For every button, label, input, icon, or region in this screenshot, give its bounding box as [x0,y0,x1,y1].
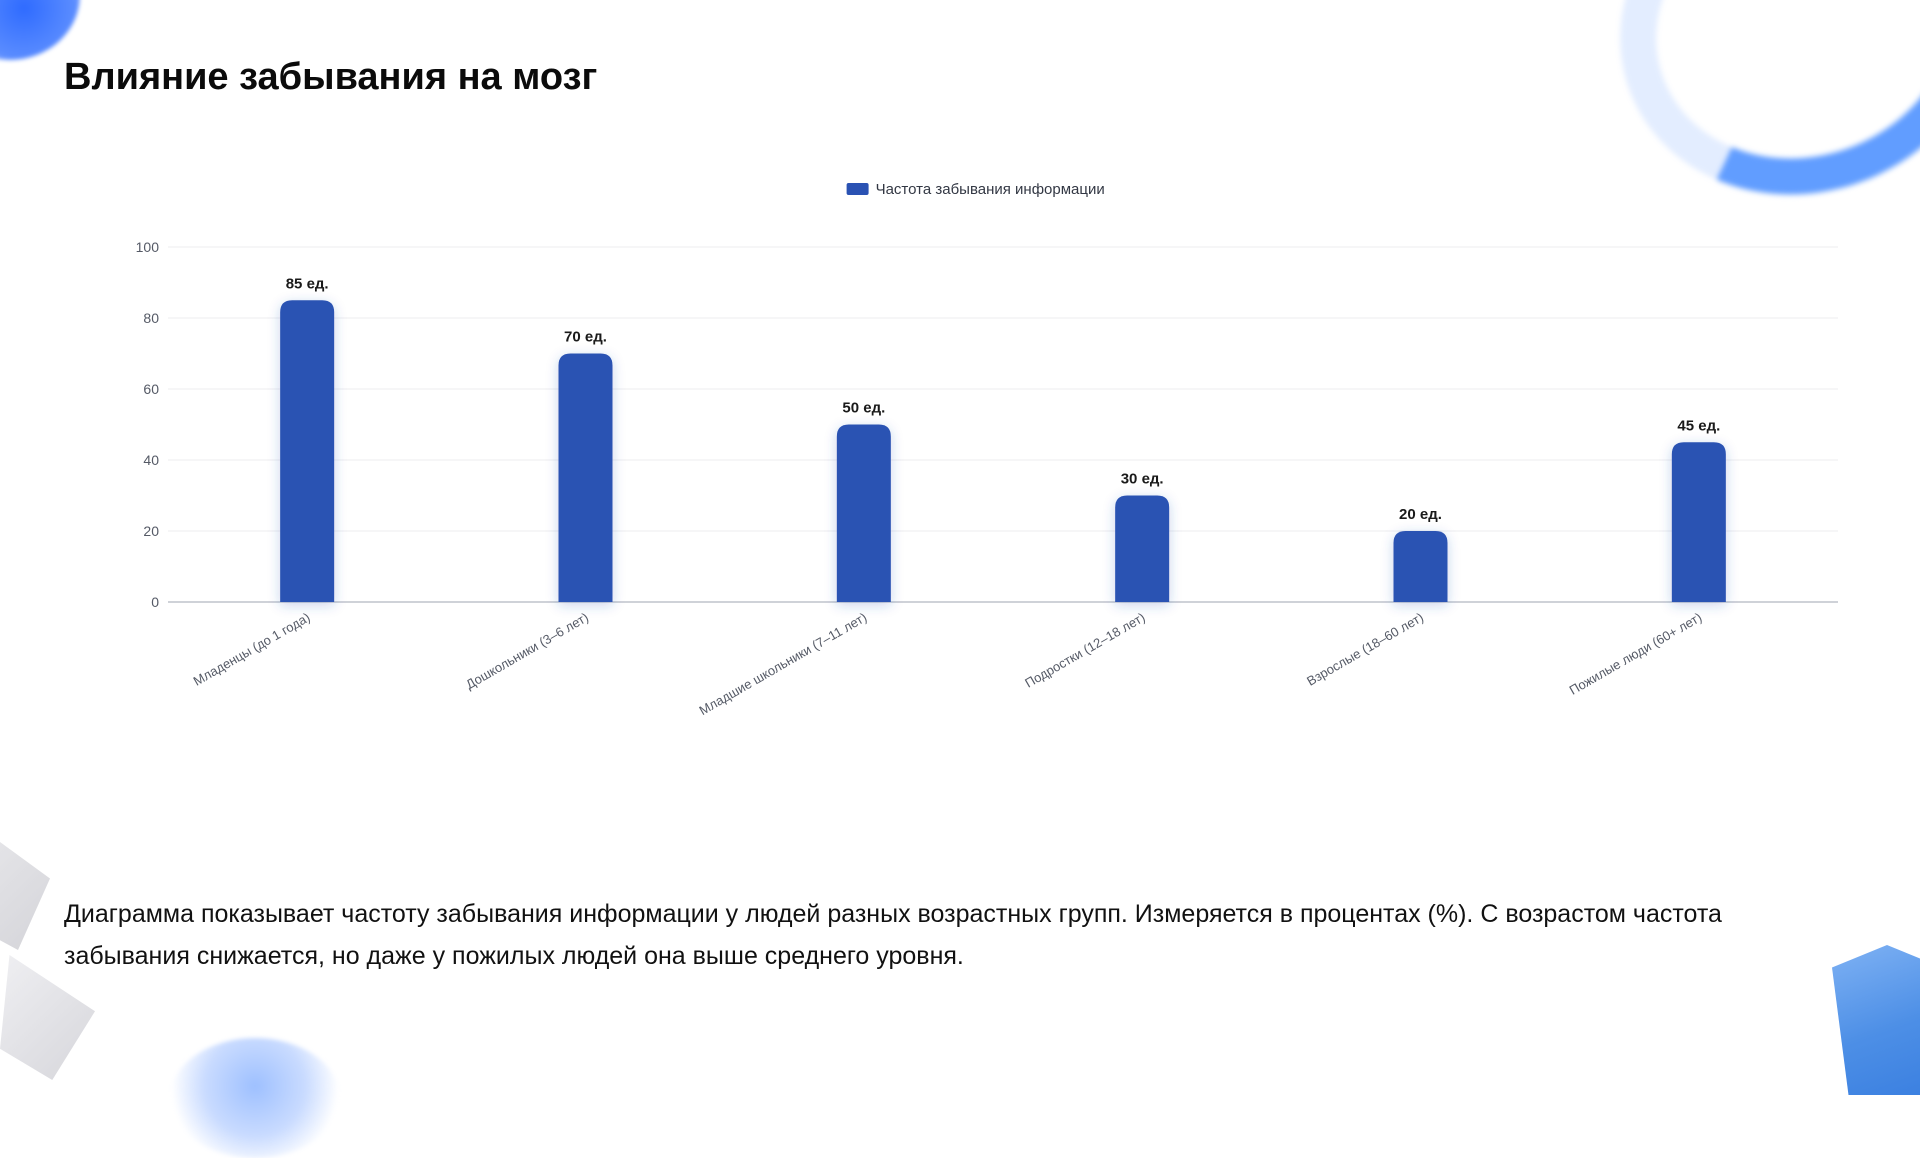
page-title: Влияние забывания на мозг [64,56,598,98]
data-label: 30 ед. [1121,471,1164,488]
decorative-shape-bottom-right [1832,945,1920,1095]
x-tick-label: Младенцы (до 1 года) [191,610,313,689]
chart-description: Диаграмма показывает частоту забывания и… [64,900,1722,970]
bar [558,353,613,602]
x-tick-label: Младшие школьники (7–11 лет) [697,610,870,718]
bar [1671,442,1726,602]
bar [280,300,335,602]
data-label: 70 ед. [564,329,607,346]
x-tick-label: Подростки (12–18 лет) [1022,610,1147,691]
data-label: 50 ед. [842,400,885,417]
bar [836,424,891,602]
bar [1393,531,1448,602]
data-label: 20 ед. [1399,506,1442,523]
y-tick-label: 0 [151,594,159,610]
y-tick-label: 80 [143,310,159,326]
bar [1115,495,1170,602]
x-tick-label: Дошкольники (3–6 лет) [463,610,591,693]
decorative-blob-bottom [170,1038,340,1158]
legend-label: Частота забывания информации [876,181,1105,198]
data-label: 45 ед. [1677,417,1720,434]
x-tick-label: Взрослые (18–60 лет) [1304,610,1426,689]
y-tick-label: 40 [143,452,159,468]
y-tick-label: 20 [143,523,159,539]
x-tick-label: Пожилые люди (60+ лет) [1567,610,1705,698]
y-tick-label: 100 [136,239,160,255]
legend-swatch [846,183,869,195]
y-tick-label: 60 [143,381,159,397]
data-label: 85 ед. [286,275,329,292]
bar-chart: 0 20 40 60 80 100 85 ед. Младенцы (до 1 года) 70… [136,181,1838,718]
